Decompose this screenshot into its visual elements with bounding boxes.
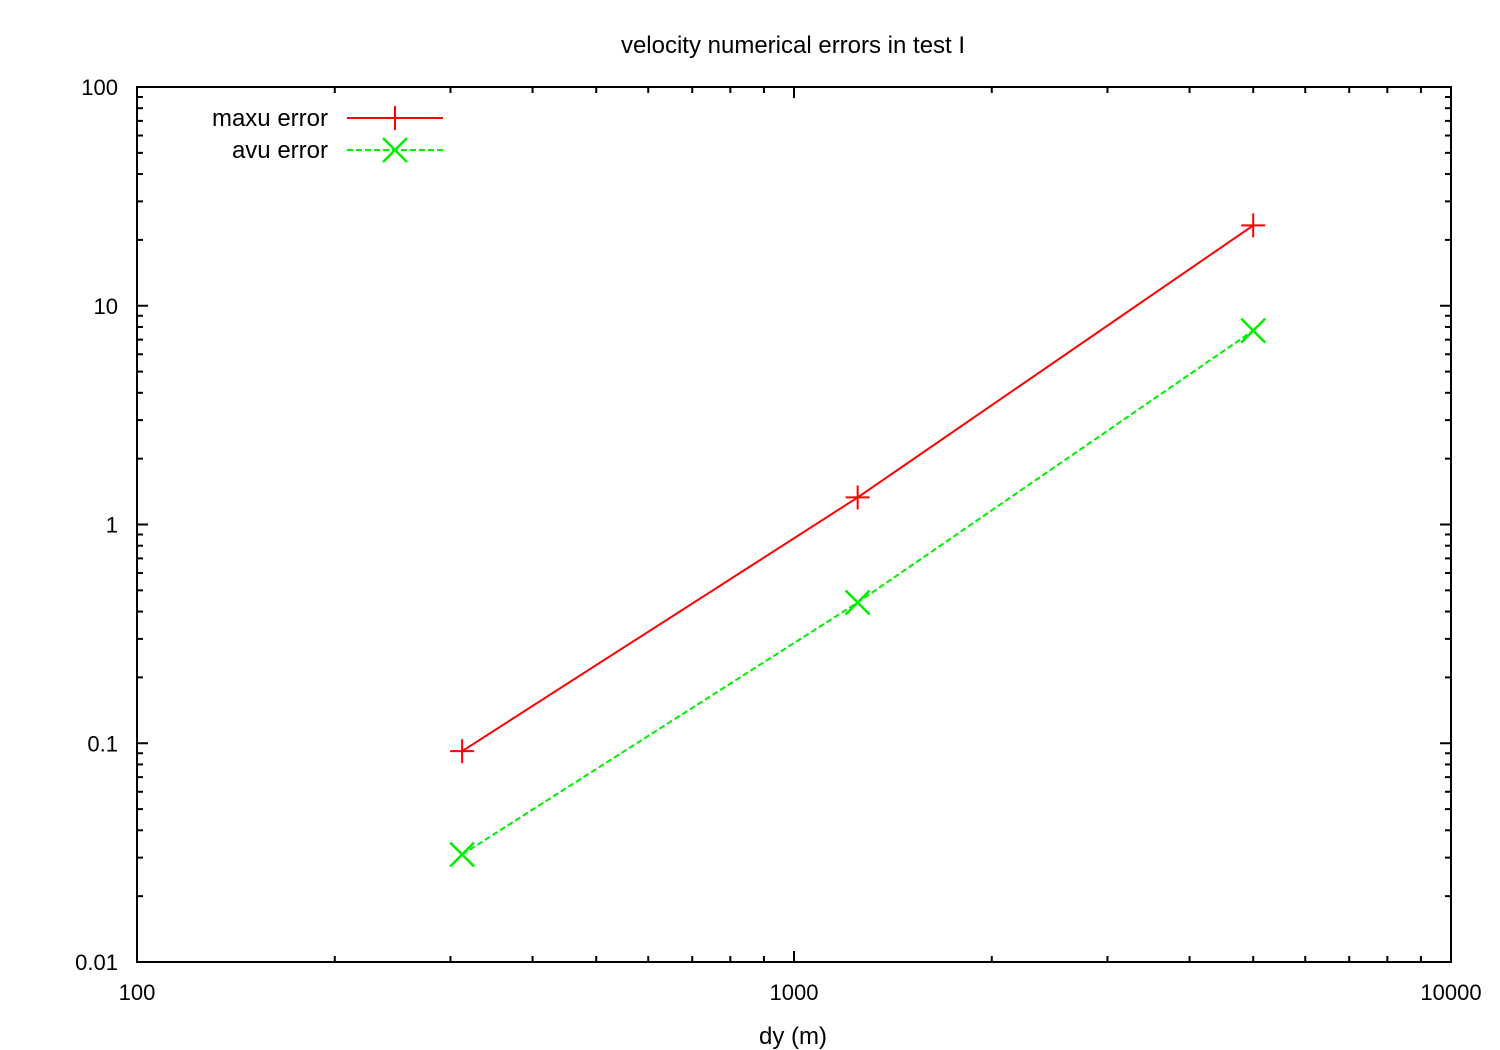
- legend-label: avu error: [232, 137, 328, 164]
- data-point-series-1: [1241, 213, 1266, 238]
- x-axis-label: dy (m): [759, 1023, 827, 1050]
- data-point-series-1: [845, 485, 870, 510]
- legend: maxu error avu error: [212, 105, 443, 164]
- ticks-layer: 100 1000 10000 0.01 0.1 1 10 100: [75, 75, 1481, 1005]
- legend-label: maxu error: [212, 105, 328, 132]
- x-tick-label: 100: [119, 980, 156, 1005]
- series-line-2: [461, 329, 1254, 856]
- series-layer: [449, 213, 1267, 868]
- legend-marker: [382, 137, 408, 163]
- y-tick-label: 0.01: [75, 950, 118, 975]
- y-tick-label: 100: [81, 75, 118, 100]
- data-point-series-2: [844, 589, 871, 616]
- data-point-series-2: [449, 841, 476, 868]
- data-point-series-2: [1240, 317, 1267, 344]
- chart-title: velocity numerical errors in test I: [621, 32, 965, 59]
- x-tick-label: 1000: [770, 980, 819, 1005]
- cross-marker-b: [844, 589, 871, 616]
- y-tick-label: 1: [106, 513, 118, 538]
- cross-marker-b: [449, 841, 476, 868]
- legend-marker: [383, 106, 407, 130]
- x-tick-label: 10000: [1420, 980, 1481, 1005]
- cross-marker-b: [1240, 317, 1267, 344]
- y-tick-label: 0.1: [87, 731, 118, 756]
- y-tick-label: 10: [94, 294, 118, 319]
- cross-marker-b: [382, 137, 408, 163]
- data-point-series-1: [450, 739, 475, 764]
